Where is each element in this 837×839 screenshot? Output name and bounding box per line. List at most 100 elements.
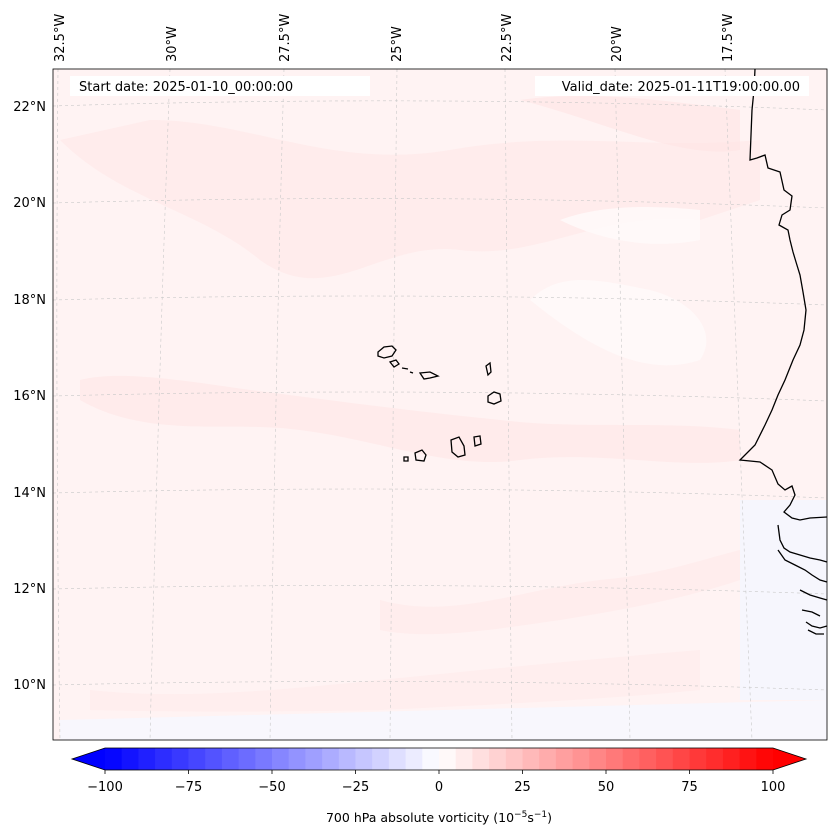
colorbar-cell <box>722 748 740 770</box>
lat-gridline <box>52 100 828 111</box>
colorbar-cell <box>355 748 373 770</box>
colorbar-cell <box>739 748 757 770</box>
lat-label: 22°N <box>13 100 46 115</box>
cape-verde-island <box>418 371 440 380</box>
colorbar-tick-label: −75 <box>175 780 202 795</box>
lat-labels: 22°N 20°N 18°N 16°N 14°N 12°N 10°N <box>13 100 46 693</box>
lat-label: 18°N <box>13 293 46 308</box>
colorbar-cell <box>589 748 607 770</box>
colorbar-cell <box>422 748 440 770</box>
colorbar-cell <box>171 748 189 770</box>
lon-label: 30°W <box>165 26 180 62</box>
colorbar-cell <box>689 748 707 770</box>
colorbar-tick-label: −50 <box>258 780 285 795</box>
africa-coastline <box>777 524 828 563</box>
colorbar-tick-label: 25 <box>514 780 531 795</box>
map-panel <box>53 69 827 740</box>
colorbar-tick-labels: −100 −75 −50 −25 0 25 50 75 100 <box>87 780 785 795</box>
colorbar-cell <box>372 748 390 770</box>
lat-gridline <box>52 681 828 691</box>
colorbar-cell <box>272 748 290 770</box>
cape-verde-island <box>401 367 409 370</box>
colorbar-cell <box>622 748 640 770</box>
colorbar-cell <box>238 748 256 770</box>
cape-verde-island <box>485 361 492 377</box>
start-date-label: Start date: 2025-01-10_00:00:00 <box>79 80 293 95</box>
lat-gridline <box>52 198 828 209</box>
colorbar-cells <box>105 748 774 770</box>
colorbar-cell <box>489 748 507 770</box>
lon-label: 25°W <box>390 26 405 62</box>
colorbar: −100 −75 −50 −25 0 25 50 75 100 700 hPa … <box>70 747 808 825</box>
colorbar-cell <box>522 748 540 770</box>
colorbar-cell <box>305 748 323 770</box>
cape-verde-island <box>409 371 414 374</box>
colorbar-tick-label: −100 <box>87 780 123 795</box>
colorbar-cell <box>205 748 223 770</box>
colorbar-label-main: 700 hPa absolute vorticity (10 <box>326 810 514 825</box>
lat-label: 14°N <box>13 486 46 501</box>
colorbar-cell <box>539 748 557 770</box>
colorbar-tick-label: 0 <box>435 780 443 795</box>
colorbar-ticks <box>104 770 774 774</box>
valid-date-box <box>535 76 809 96</box>
colorbar-cell <box>388 748 406 770</box>
colorbar-cell <box>572 748 590 770</box>
colorbar-label-exp1: −5 <box>514 810 527 820</box>
colorbar-cell <box>322 748 340 770</box>
colorbar-cell <box>555 748 573 770</box>
cape-verde-island <box>403 456 409 462</box>
valid-date-label: Valid_date: 2025-01-11T19:00:00.00 <box>562 80 800 95</box>
lon-label: 27.5°W <box>278 14 293 62</box>
colorbar-cell <box>105 748 123 770</box>
colorbar-tick-label: 50 <box>598 780 615 795</box>
lat-gridline <box>52 295 828 306</box>
colorbar-cell <box>338 748 356 770</box>
colorbar-cell <box>221 748 239 770</box>
map-frame <box>52 68 828 741</box>
cape-verde-island <box>450 436 466 458</box>
colorbar-cell <box>656 748 674 770</box>
colorbar-label-end: ) <box>547 810 552 825</box>
colorbar-cell <box>472 748 490 770</box>
coastline <box>377 68 828 635</box>
colorbar-label-exp2: −1 <box>534 810 547 820</box>
colorbar-cell <box>255 748 273 770</box>
colorbar-cell <box>706 748 724 770</box>
colorbar-cell <box>672 748 690 770</box>
lon-label: 20°W <box>610 26 625 62</box>
africa-coastline <box>738 68 828 521</box>
lon-label: 32.5°W <box>53 14 68 62</box>
colorbar-tick-label: 100 <box>761 780 786 795</box>
lat-gridline <box>52 488 828 499</box>
lat-gridline <box>52 391 828 402</box>
lon-label: 17.5°W <box>721 14 736 62</box>
colorbar-cell <box>639 748 657 770</box>
lat-gridline <box>52 585 828 595</box>
lat-label: 10°N <box>13 678 46 693</box>
colorbar-tick-label: −25 <box>342 780 369 795</box>
start-date-box <box>70 76 370 96</box>
colorbar-cell <box>288 748 306 770</box>
gridlines <box>52 68 828 741</box>
lat-label: 12°N <box>13 582 46 597</box>
cape-verde-island <box>377 345 397 359</box>
colorbar-cell <box>405 748 423 770</box>
colorbar-cell <box>439 748 457 770</box>
colorbar-cell <box>505 748 523 770</box>
colorbar-extend-high <box>773 748 806 770</box>
colorbar-cell <box>455 748 473 770</box>
colorbar-cell <box>188 748 206 770</box>
colorbar-tick-label: 75 <box>681 780 698 795</box>
colorbar-cell <box>121 748 139 770</box>
cape-verde-island <box>388 359 400 368</box>
lat-label: 20°N <box>13 196 46 211</box>
lon-labels: 32.5°W 30°W 27.5°W 25°W 22.5°W 20°W 17.5… <box>53 14 736 62</box>
colorbar-extend-low <box>72 748 105 770</box>
colorbar-cell <box>138 748 156 770</box>
lat-label: 16°N <box>13 389 46 404</box>
colorbar-label: 700 hPa absolute vorticity (10−5s−1) <box>326 810 552 825</box>
cape-verde-island <box>473 435 482 447</box>
colorbar-cell <box>756 748 774 770</box>
